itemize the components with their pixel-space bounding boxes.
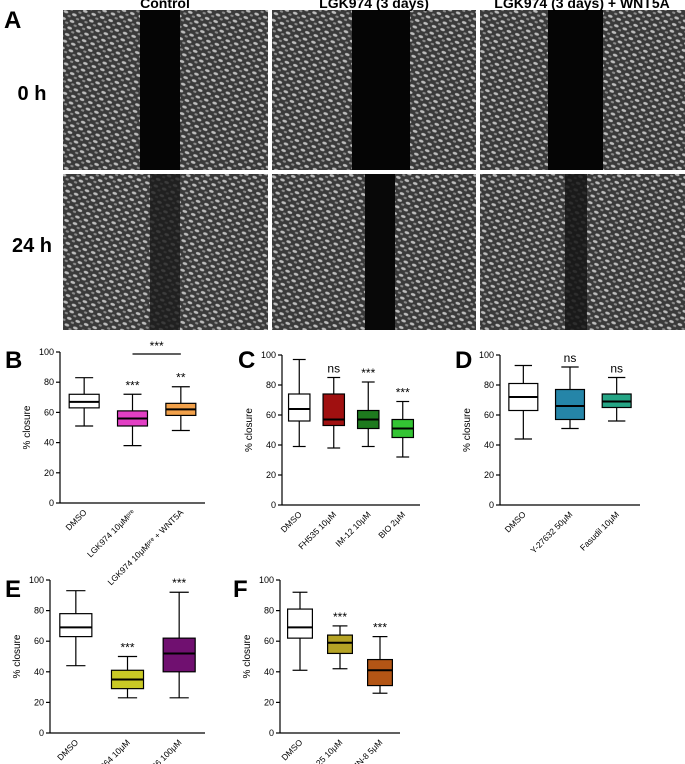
y-tick-label: 0 [271, 500, 276, 510]
x-tick-label: LGK974 10μMᵖʳᵉ [85, 507, 137, 559]
x-tick-label: BIO 2μM [376, 509, 407, 540]
y-tick-label: 0 [269, 728, 274, 738]
y-tick-label: 100 [39, 347, 54, 357]
y-tick-label: 40 [264, 667, 274, 677]
x-tick-label: DMSO [279, 737, 304, 762]
row-label: 0 h [18, 83, 47, 105]
box [287, 393, 311, 422]
box [287, 608, 314, 639]
y-tick-label: 60 [34, 636, 44, 646]
y-tick-label: 0 [489, 500, 494, 510]
y-tick-label: 0 [49, 498, 54, 508]
y-axis-label: % closure [462, 408, 473, 452]
significance: *** [373, 621, 387, 635]
box [162, 637, 196, 673]
significance: ns [610, 362, 623, 376]
y-tick-label: 80 [266, 380, 276, 390]
panel-label: C [238, 347, 255, 374]
box [59, 613, 93, 638]
y-tick-label: 40 [44, 438, 54, 448]
box [554, 388, 586, 421]
y-tick-label: 40 [34, 667, 44, 677]
significance: *** [361, 366, 375, 380]
y-tick-label: 60 [484, 410, 494, 420]
y-tick-label: 40 [484, 440, 494, 450]
y-tick-label: 20 [266, 470, 276, 480]
significance: *** [125, 378, 139, 392]
y-tick-label: 100 [29, 575, 44, 585]
x-tick-label: EHT 1864 10μM [81, 737, 132, 764]
x-tick-label: JNK-IN-8 5μM [339, 737, 384, 764]
x-tick-label: DMSO [503, 509, 528, 534]
y-tick-label: 80 [484, 380, 494, 390]
y-tick-label: 40 [266, 440, 276, 450]
bracket-label: *** [150, 339, 164, 353]
panel-label: B [5, 347, 22, 374]
y-axis-label: % closure [12, 634, 23, 678]
significance: *** [396, 386, 410, 400]
row-label: 24 h [12, 235, 52, 257]
x-tick-label: IM-12 10μM [333, 509, 372, 548]
column-header: LGK974 (3 days) [319, 0, 429, 11]
y-tick-label: 100 [259, 575, 274, 585]
y-tick-label: 80 [44, 377, 54, 387]
significance: *** [172, 576, 186, 590]
panel-label: E [5, 576, 21, 603]
y-tick-label: 20 [484, 470, 494, 480]
panel-label: D [455, 347, 472, 374]
y-tick-label: 60 [264, 636, 274, 646]
y-tick-label: 0 [39, 728, 44, 738]
x-tick-label: NSC23766 100μM [127, 737, 184, 764]
y-tick-label: 80 [34, 606, 44, 616]
box [322, 393, 346, 427]
y-tick-label: 100 [261, 350, 276, 360]
x-tick-label: Y-27632 50μM [528, 509, 574, 555]
y-tick-label: 60 [266, 410, 276, 420]
y-axis-label: % closure [242, 634, 253, 678]
significance: *** [120, 641, 134, 655]
column-header: LGK974 (3 days) + WNT5A [494, 0, 669, 11]
column-header: Control [140, 0, 190, 11]
panel-label: F [233, 576, 248, 603]
box [327, 634, 354, 655]
y-axis-label: % closure [244, 408, 255, 452]
significance: ns [327, 362, 340, 376]
x-tick-label: DMSO [55, 737, 80, 762]
y-tick-label: 60 [44, 407, 54, 417]
y-tick-label: 20 [264, 697, 274, 707]
y-tick-label: 20 [44, 468, 54, 478]
y-tick-label: 100 [479, 350, 494, 360]
x-tick-label: Fasudil 10μM [578, 509, 621, 552]
x-tick-label: DMSO [279, 509, 304, 534]
y-tick-label: 80 [264, 606, 274, 616]
y-tick-label: 20 [34, 697, 44, 707]
significance: ** [176, 371, 186, 385]
significance: ns [564, 351, 577, 365]
significance: *** [333, 610, 347, 624]
panel-label: A [4, 7, 21, 34]
box [367, 658, 394, 687]
y-axis-label: % closure [22, 405, 33, 449]
micrographs [63, 10, 685, 330]
x-tick-label: DMSO [63, 507, 88, 532]
